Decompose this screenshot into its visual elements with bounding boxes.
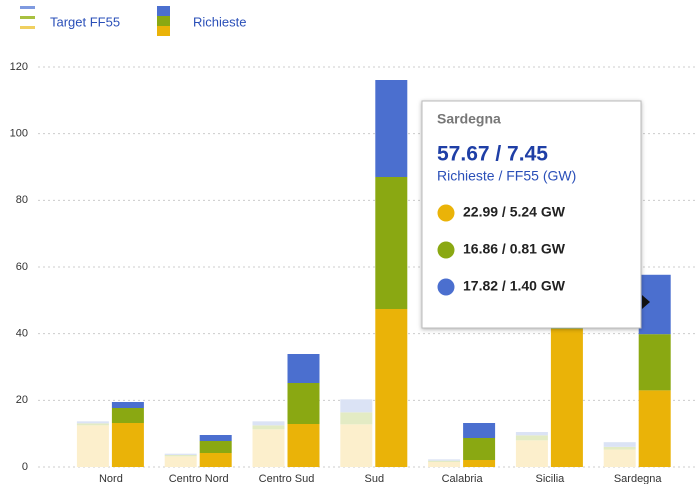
legend-swatch	[157, 16, 170, 26]
legend-label: Target FF55	[50, 14, 120, 29]
bar-segment	[199, 441, 232, 453]
y-tick-label: 0	[22, 461, 28, 473]
legend-swatch	[20, 6, 35, 9]
x-tick-label: Calabria	[442, 473, 484, 484]
bar-segment	[428, 459, 461, 461]
tooltip-dot	[437, 241, 455, 259]
legend-swatch	[20, 26, 35, 29]
tooltip-item: 16.86 / 0.81 GW	[463, 241, 566, 257]
bar-segment	[638, 334, 671, 391]
y-tick-label: 120	[10, 61, 28, 73]
tooltip: Sardegna 57.67 / 7.45 Richieste / FF55 (…	[421, 100, 650, 329]
tooltip-pointer	[642, 295, 650, 309]
bar-segment	[111, 423, 144, 467]
bar-segment	[340, 412, 373, 425]
bar-segment	[164, 455, 197, 457]
y-tick-label: 60	[16, 261, 28, 273]
bar-segment	[199, 453, 232, 467]
bar-segment	[76, 421, 109, 424]
bar-segment	[111, 402, 144, 408]
x-tick-label: Centro Sud	[259, 473, 315, 484]
x-tick-label: Sicilia	[536, 473, 566, 484]
bar-segment	[252, 425, 285, 430]
bar-segment	[164, 456, 197, 467]
bar-segment	[515, 432, 548, 436]
bar-segment	[164, 453, 197, 455]
y-tick-label: 20	[16, 394, 28, 406]
x-tick-label: Sardegna	[614, 473, 663, 484]
x-tick-label: Sud	[365, 473, 385, 484]
bar-segment	[340, 424, 373, 467]
bar-segment	[252, 421, 285, 426]
bar-segment	[550, 329, 583, 467]
tooltip-dot	[437, 204, 455, 222]
bar-segment	[463, 423, 496, 438]
bar-segment	[252, 429, 285, 467]
bar-segment	[428, 462, 461, 467]
bar-segment	[463, 438, 496, 460]
tooltip-item: 17.82 / 1.40 GW	[463, 278, 566, 294]
tooltip-headline: 57.67 / 7.45	[437, 143, 548, 166]
legend-swatch	[157, 6, 170, 16]
x-tick-label: Centro Nord	[169, 473, 229, 484]
bar-segment	[515, 440, 548, 467]
legend: Target FF55 Richieste	[20, 6, 246, 36]
bar-segment	[76, 423, 109, 426]
bar-segment	[340, 399, 373, 413]
y-tick-label: 100	[10, 128, 28, 140]
bar-segment	[199, 435, 232, 441]
legend-swatch	[20, 16, 35, 19]
tooltip-subtitle: Richieste / FF55 (GW)	[437, 168, 576, 184]
bar-segment	[287, 383, 320, 424]
bar-segment	[638, 390, 671, 467]
bar-segment	[603, 442, 636, 447]
tooltip-title: Sardegna	[437, 111, 501, 127]
legend-swatch	[157, 26, 170, 36]
bar-segment	[111, 408, 144, 423]
bar-segment	[515, 435, 548, 441]
legend-label: Richieste	[193, 14, 246, 29]
bar-segment	[375, 80, 408, 177]
bar-segment	[287, 354, 320, 383]
y-tick-label: 80	[16, 194, 28, 206]
bar-segment	[603, 449, 636, 467]
bar-segment	[428, 460, 461, 462]
bar-segment	[603, 446, 636, 450]
tooltip-dot	[437, 278, 455, 296]
bar-segment	[375, 309, 408, 467]
bar-segment	[375, 177, 408, 309]
bar-segment	[76, 425, 109, 467]
bar-segment	[463, 460, 496, 467]
bar-segment	[287, 424, 320, 467]
y-tick-label: 40	[16, 328, 28, 340]
tooltip-box	[421, 100, 642, 329]
x-tick-label: Nord	[99, 473, 123, 484]
tooltip-item: 22.99 / 5.24 GW	[463, 204, 566, 220]
